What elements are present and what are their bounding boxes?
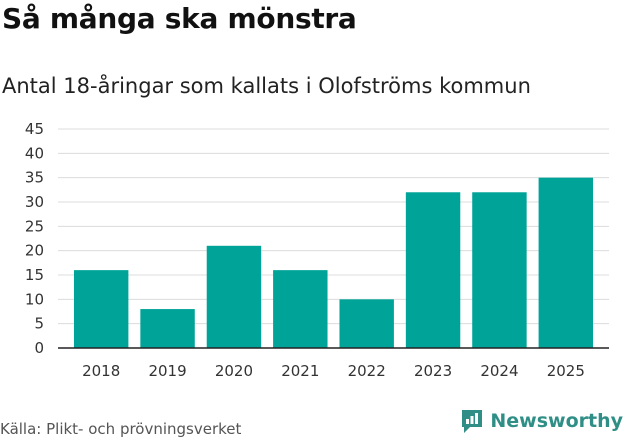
y-tick-label: 10 (25, 290, 44, 308)
bar-2021 (273, 270, 328, 348)
bar-2024 (472, 192, 527, 348)
y-tick-label: 25 (25, 217, 44, 235)
bar-2023 (405, 192, 461, 348)
y-tick-label: 5 (34, 315, 44, 333)
bar-2019 (140, 309, 195, 348)
bars (73, 177, 594, 348)
brand-name: Newsworthy (490, 410, 623, 432)
y-tick-label: 15 (25, 266, 44, 284)
x-tick-label: 2025 (547, 362, 585, 380)
bar-2018 (73, 270, 129, 348)
y-tick-label: 30 (25, 193, 44, 211)
x-tick-label: 2020 (215, 362, 253, 380)
chart-subtitle: Antal 18-åringar som kallats i Olofström… (2, 74, 531, 98)
x-tick-label: 2023 (414, 362, 452, 380)
y-tick-label: 40 (25, 144, 44, 162)
x-tick-label: 2022 (348, 362, 386, 380)
bar-2020 (206, 245, 262, 348)
y-axis-ticks: 0 5 10 15 20 25 30 35 40 45 (25, 120, 44, 357)
y-tick-label: 35 (25, 169, 44, 187)
y-tick-label: 45 (25, 120, 44, 138)
bar-2022 (339, 299, 394, 348)
grid-lines (58, 128, 609, 325)
y-tick-label: 0 (34, 339, 44, 357)
bar-2025 (538, 177, 594, 348)
y-tick-label: 20 (25, 242, 44, 260)
x-tick-label: 2024 (480, 362, 518, 380)
x-axis-ticks: 2018 2019 2020 2021 2022 2023 2024 2025 (82, 362, 585, 380)
source-note: Källa: Plikt- och prövningsverket (0, 420, 242, 438)
x-tick-label: 2018 (82, 362, 120, 380)
chart-title: Så många ska mönstra (2, 2, 357, 35)
x-tick-label: 2019 (148, 362, 186, 380)
brand-logo[interactable]: Newsworthy (460, 408, 623, 434)
newsworthy-logo-icon (462, 410, 483, 433)
x-tick-label: 2021 (281, 362, 319, 380)
